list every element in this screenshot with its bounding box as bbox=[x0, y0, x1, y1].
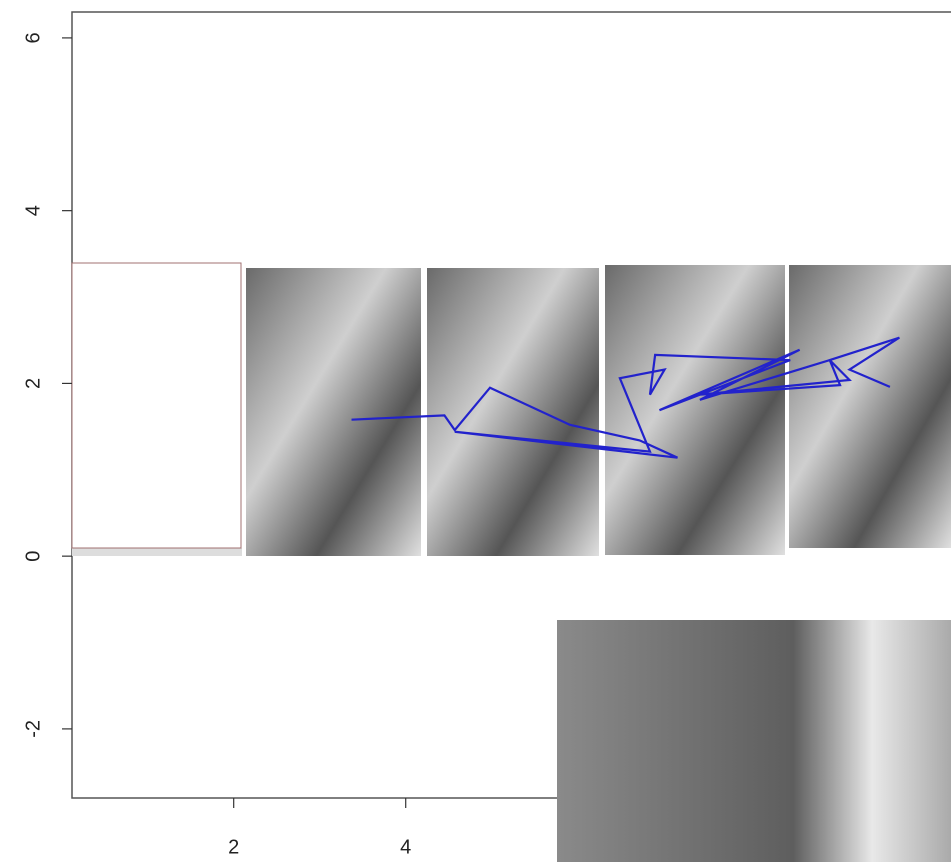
x-tick-label: 2 bbox=[228, 836, 239, 858]
x-tick-label: 4 bbox=[400, 836, 411, 858]
y-tick-label: 0 bbox=[22, 551, 44, 562]
data-line bbox=[351, 336, 900, 459]
photo bbox=[789, 265, 951, 548]
y-tick-label: -2 bbox=[22, 720, 44, 738]
y-tick-label: 4 bbox=[22, 205, 44, 216]
photo bbox=[72, 548, 242, 556]
y-tick-label: 6 bbox=[22, 32, 44, 43]
blank-panel bbox=[71, 262, 242, 549]
photo bbox=[246, 268, 421, 556]
photo bbox=[427, 268, 599, 556]
photo bbox=[605, 265, 785, 555]
image-strip bbox=[71, 262, 951, 556]
inset-photo bbox=[557, 620, 951, 862]
y-tick-label: 2 bbox=[22, 378, 44, 389]
